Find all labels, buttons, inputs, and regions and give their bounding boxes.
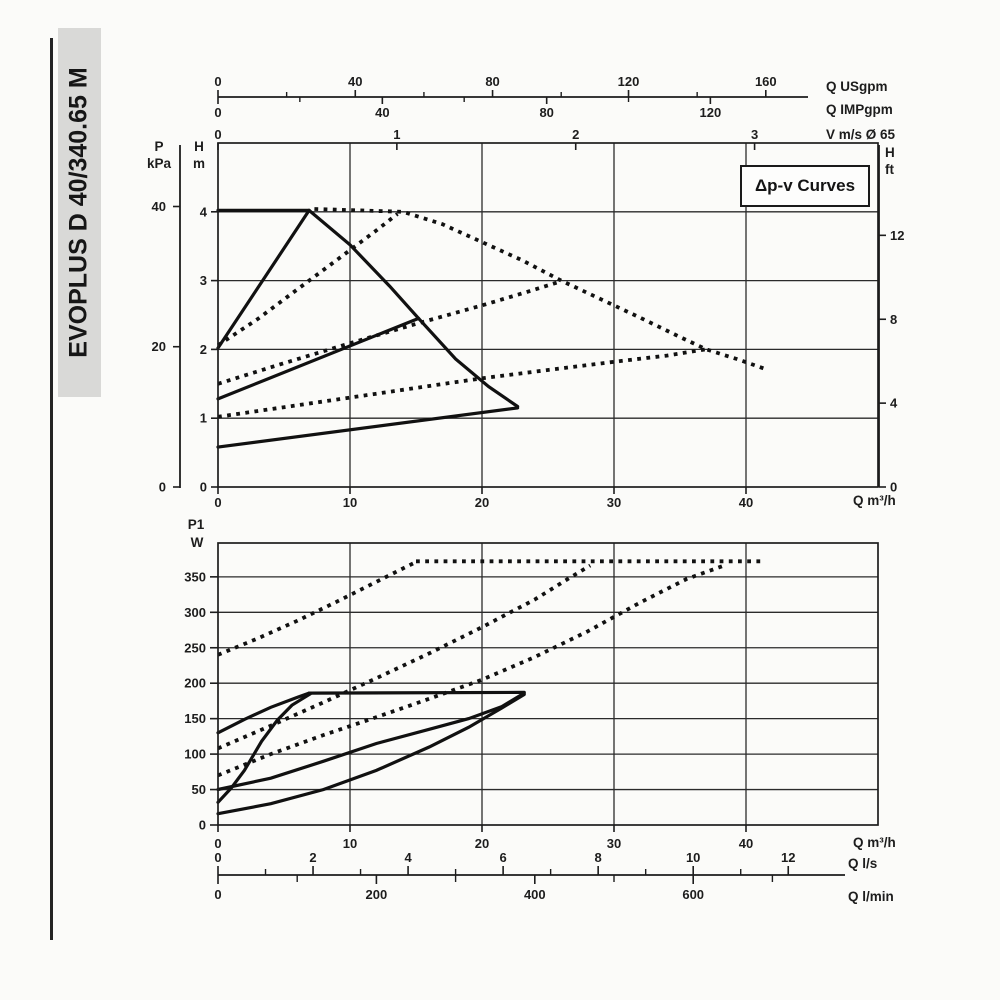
hm-tick-label: 2	[200, 342, 207, 357]
ls-tick-label: 8	[595, 850, 602, 865]
pkpa-axis-letter: P	[154, 139, 163, 154]
dpv-curves-label: Δp-v Curves	[754, 176, 856, 195]
curve-p-dpv2-rise-dotted	[217, 564, 723, 778]
velocity-tick-label: 1	[393, 127, 400, 142]
velocity-axis-label: V m/s Ø 65	[826, 127, 896, 142]
ls-tick-label: 2	[309, 850, 316, 865]
curve-p-mid-rise-solid	[216, 691, 526, 792]
hft-axis-letter: H	[885, 145, 895, 160]
lmin-tick-label: 0	[214, 887, 221, 902]
hft-tick-label: 4	[890, 396, 898, 411]
usgpm-tick-label: 160	[755, 74, 777, 89]
p1w-tick-label: 250	[184, 640, 206, 655]
head-qm3h-axis-label: Q m³/h	[853, 493, 896, 508]
pkpa-axis-unit: kPa	[147, 156, 172, 171]
usgpm-tick-label: 120	[618, 74, 640, 89]
curve-p-dpv4-rise-dotted	[217, 560, 417, 657]
usgpm-axis-label: Q USgpm	[826, 79, 888, 94]
power-qm3h-tick-label: 40	[739, 836, 753, 851]
p1w-axis-unit: W	[191, 535, 204, 550]
p1w-tick-label: 350	[184, 569, 206, 584]
p1w-tick-label: 300	[184, 605, 206, 620]
hm-axis-unit: m	[193, 156, 205, 171]
hft-tick-label: 8	[890, 312, 897, 327]
head-qm3h-tick-label: 40	[739, 495, 753, 510]
pkpa-tick-label: 20	[152, 339, 166, 354]
hft-tick-label: 0	[890, 480, 897, 495]
curve-max-setpoint-rise-solid	[216, 208, 311, 350]
impgpm-tick-label: 80	[539, 105, 553, 120]
velocity-tick-label: 2	[572, 127, 579, 142]
power-plot-border	[217, 542, 879, 826]
pkpa-tick-label: 0	[159, 480, 166, 495]
velocity-tick-label: 3	[751, 127, 758, 142]
page-left-rule	[50, 38, 53, 940]
head-qm3h-tick-label: 10	[343, 495, 357, 510]
curve-p-max-rise-solid	[216, 691, 311, 735]
curve-mid-setpoint-rise-solid	[216, 316, 421, 401]
power-qm3h-axis-label: Q m³/h	[853, 835, 896, 850]
curve-max-speed-curve-dotted	[314, 207, 766, 371]
lmin-tick-label: 400	[524, 887, 546, 902]
power-qm3h-tick-label: 20	[475, 836, 489, 851]
curve-p-min-rise-solid	[216, 692, 526, 816]
hft-axis-unit: ft	[885, 162, 894, 177]
ls-tick-label: 4	[404, 850, 412, 865]
ls-tick-label: 6	[500, 850, 507, 865]
lmin-tick-label: 200	[366, 887, 388, 902]
curve-p-dpv3-rise-dotted	[217, 563, 592, 751]
power-qm3h-tick-label: 30	[607, 836, 621, 851]
impgpm-axis-label: Q IMPgpm	[826, 102, 893, 117]
impgpm-tick-label: 40	[375, 105, 389, 120]
p1w-tick-label: 50	[192, 782, 206, 797]
ls-tick-label: 0	[214, 850, 221, 865]
p1w-tick-label: 150	[184, 711, 206, 726]
ls-axis-label: Q l/s	[848, 856, 877, 871]
curve-max-speed-descent-solid	[307, 208, 520, 409]
power-qm3h-tick-label: 0	[214, 836, 221, 851]
hm-tick-label: 3	[200, 273, 207, 288]
p1w-tick-label: 200	[184, 676, 206, 691]
lmin-axis-label: Q l/min	[848, 889, 894, 904]
ls-tick-label: 12	[781, 850, 795, 865]
impgpm-tick-label: 120	[700, 105, 722, 120]
power-qm3h-tick-label: 10	[343, 836, 357, 851]
curve-min-setpoint-rise-solid	[216, 406, 520, 449]
curve-dpv-4m-rise-dotted	[216, 212, 399, 347]
p1w-axis-letter: P1	[188, 517, 205, 532]
curve-dpv-3m-rise-dotted	[217, 279, 562, 386]
ls-tick-label: 10	[686, 850, 700, 865]
head-qm3h-tick-label: 20	[475, 495, 489, 510]
dpv-curves-label-box: Δp-v Curves	[740, 165, 870, 207]
head-plot-border	[217, 142, 879, 488]
hm-tick-label: 0	[200, 480, 207, 495]
p1w-tick-label: 0	[199, 818, 206, 833]
usgpm-tick-label: 0	[214, 74, 221, 89]
lmin-tick-label: 600	[682, 887, 704, 902]
head-qm3h-tick-label: 30	[607, 495, 621, 510]
p1w-tick-label: 100	[184, 747, 206, 762]
hm-axis-letter: H	[194, 139, 204, 154]
hft-tick-label: 12	[890, 228, 904, 243]
hm-tick-label: 4	[200, 204, 208, 219]
pkpa-tick-label: 40	[152, 199, 166, 214]
hm-tick-label: 1	[200, 411, 207, 426]
impgpm-tick-label: 0	[214, 105, 221, 120]
usgpm-tick-label: 80	[485, 74, 499, 89]
model-name-bar	[58, 28, 101, 397]
curve-p-max-plateau-solid	[307, 690, 526, 695]
curve-dpv-2m-rise-dotted	[217, 347, 706, 419]
usgpm-tick-label: 40	[348, 74, 362, 89]
head-qm3h-tick-label: 0	[214, 495, 221, 510]
velocity-tick-label: 0	[214, 127, 221, 142]
